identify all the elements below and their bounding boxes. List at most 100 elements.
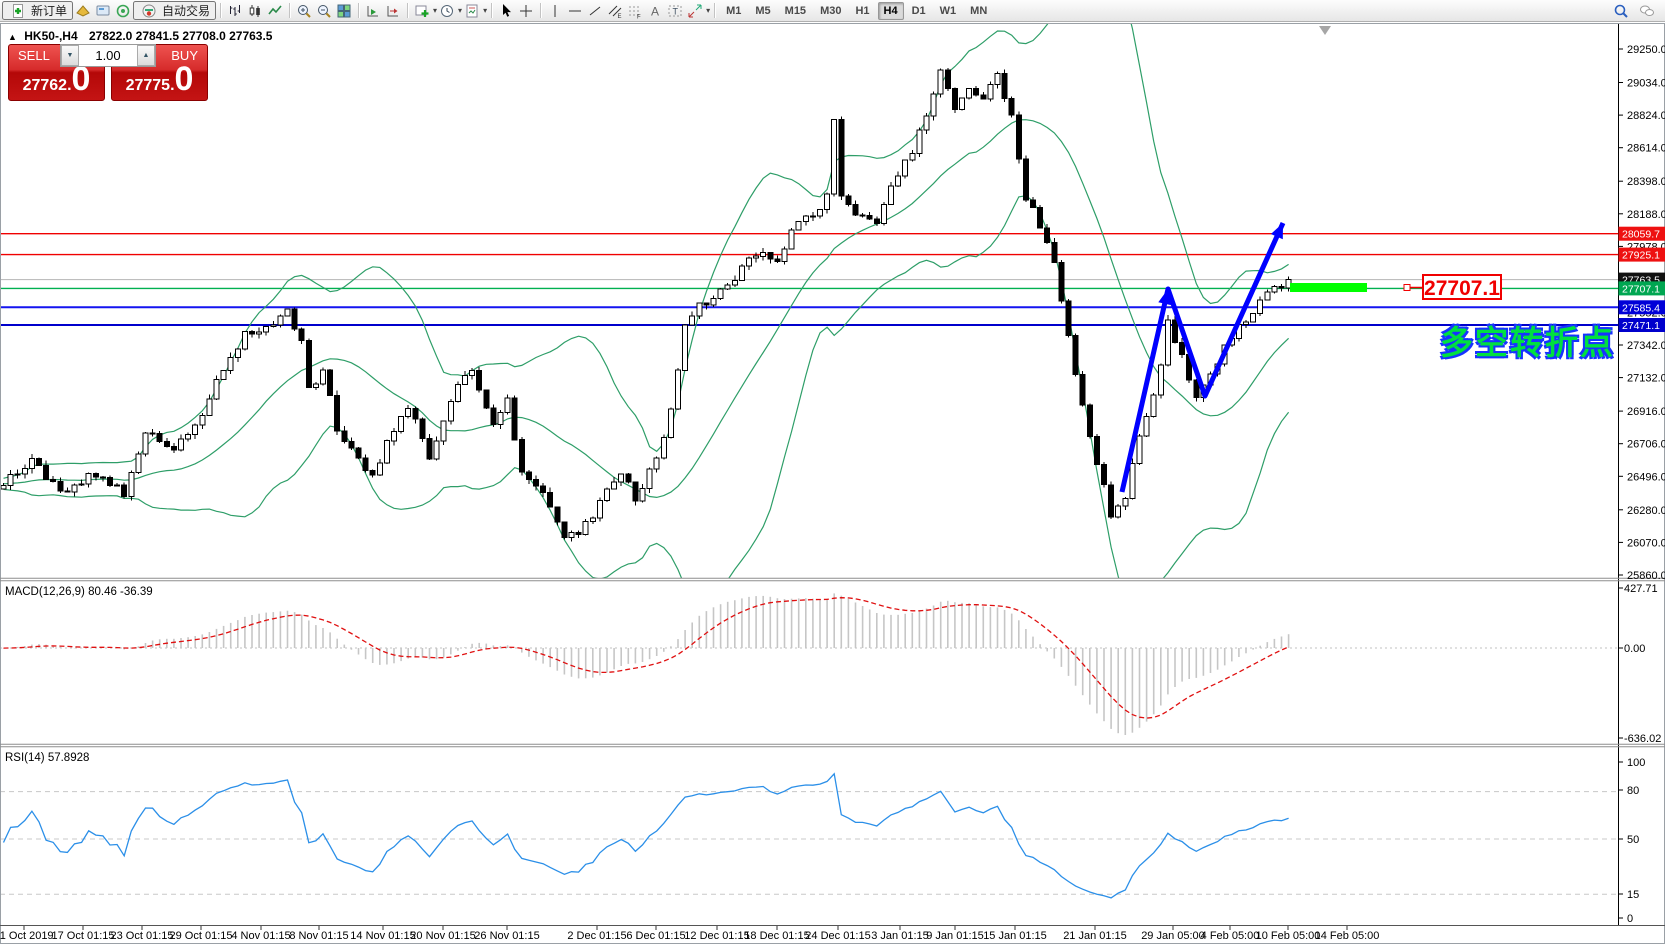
price-flag-label[interactable]: 27707.1 [1422, 274, 1502, 300]
svg-text:0.00: 0.00 [1624, 643, 1645, 655]
crosshair-icon[interactable] [516, 1, 536, 20]
hline-handle[interactable] [1403, 284, 1411, 291]
buy-button[interactable]: BUY 27775.0 [111, 44, 208, 101]
timeframe-h4[interactable]: H4 [877, 1, 904, 20]
svg-text:100: 100 [1627, 757, 1645, 769]
svg-text:26916.0: 26916.0 [1627, 406, 1665, 418]
svg-text:50: 50 [1627, 834, 1639, 846]
macd-pane [0, 593, 1618, 735]
new-order-button[interactable]: 新订单 [2, 1, 74, 20]
svg-text:28059.7: 28059.7 [1622, 229, 1660, 241]
horizontal-lines[interactable] [0, 232, 1618, 326]
periods-icon[interactable] [437, 1, 457, 20]
new-order-icon [8, 1, 28, 20]
svg-text:26070.0: 26070.0 [1627, 537, 1665, 549]
toolbar: 新订单 自动交易 ▾ ▾ ▾ E F A T ▾ M1 M5 M15 M30 H1 H4 D… [0, 0, 1665, 22]
volume-down-button[interactable]: ▼ [61, 45, 79, 66]
svg-text:4 Nov 01:15: 4 Nov 01:15 [231, 930, 290, 942]
timeframe-m15[interactable]: M15 [784, 4, 807, 17]
indicators-icon[interactable] [412, 1, 432, 20]
templates-icon[interactable] [462, 1, 482, 20]
text-icon[interactable]: A [645, 1, 665, 20]
svg-text:28398.0: 28398.0 [1627, 176, 1665, 188]
svg-text:18 Dec 01:15: 18 Dec 01:15 [744, 930, 809, 942]
text-label-icon[interactable]: T [665, 1, 685, 20]
vertical-line-icon[interactable] [545, 1, 565, 20]
cursor-icon[interactable] [496, 1, 516, 20]
svg-text:14 Feb 05:00: 14 Feb 05:00 [1315, 930, 1380, 942]
timeframe-h1[interactable]: H1 [855, 4, 870, 17]
svg-text:E: E [618, 14, 622, 19]
channel-icon[interactable]: E [605, 1, 625, 20]
fibonacci-icon[interactable]: F [625, 1, 645, 20]
line-chart-icon[interactable] [265, 1, 285, 20]
buy-price: 27775.0 [125, 60, 194, 98]
timeframe-d1[interactable]: D1 [911, 4, 926, 17]
svg-text:15: 15 [1627, 889, 1639, 901]
svg-text:27132.0: 27132.0 [1627, 373, 1665, 385]
svg-text:17 Oct 01:15: 17 Oct 01:15 [52, 930, 115, 942]
periods-dropdown-caret[interactable]: ▾ [458, 6, 463, 15]
horizontal-line-icon[interactable] [565, 1, 585, 20]
trend-arrow[interactable] [1119, 221, 1286, 493]
svg-text:2 Dec 01:15: 2 Dec 01:15 [567, 930, 626, 942]
volume-up-button[interactable]: ▲ [137, 45, 155, 66]
svg-text:10 Feb 05:00: 10 Feb 05:00 [1256, 930, 1321, 942]
svg-text:3 Jan 01:15: 3 Jan 01:15 [871, 930, 929, 942]
svg-text:23 Oct 01:15: 23 Oct 01:15 [111, 930, 174, 942]
sell-button[interactable]: SELL 27762.0 [8, 44, 105, 101]
search-icon[interactable] [1611, 1, 1631, 20]
market-watch-icon[interactable] [73, 1, 93, 20]
auto-scroll-icon[interactable] [363, 1, 383, 20]
svg-text:27925.1: 27925.1 [1622, 250, 1660, 262]
trendline-icon[interactable] [585, 1, 605, 20]
buy-label: BUY [171, 48, 198, 63]
volume-input[interactable] [79, 45, 137, 66]
data-window-icon[interactable] [93, 1, 113, 20]
timeframe-m30[interactable]: M30 [820, 4, 842, 17]
svg-text:F: F [637, 14, 641, 19]
svg-text:26280.0: 26280.0 [1627, 505, 1665, 517]
svg-text:27707.1: 27707.1 [1622, 283, 1660, 295]
svg-text:26706.0: 26706.0 [1627, 439, 1665, 451]
chart-header: ▲ HK50-,H4 27822.0 27841.5 27708.0 27763… [8, 29, 272, 43]
svg-text:14 Nov 01:15: 14 Nov 01:15 [350, 930, 415, 942]
autotrade-label: 自动交易 [162, 4, 211, 18]
svg-text:29034.0: 29034.0 [1627, 78, 1665, 90]
new-order-label: 新订单 [31, 4, 68, 18]
main-pane [0, 24, 1618, 578]
chart-shift-marker[interactable] [1319, 26, 1331, 35]
arrows-dropdown-caret[interactable]: ▾ [706, 6, 711, 15]
chinese-annotation[interactable]: 多空转折点 [1440, 324, 1615, 361]
highlight-bar[interactable] [1290, 283, 1367, 292]
svg-text:9 Jan 01:15: 9 Jan 01:15 [926, 930, 984, 942]
bar-chart-icon[interactable] [225, 1, 245, 20]
rsi-line [2, 772, 1289, 899]
templates-dropdown-caret[interactable]: ▾ [483, 6, 488, 15]
zoom-out-icon[interactable] [314, 1, 334, 20]
candlestick-icon[interactable] [245, 1, 265, 20]
timeframe-m1[interactable]: M1 [726, 4, 742, 17]
symbol-period-label: HK50-,H4 [24, 29, 78, 43]
autotrade-button[interactable]: 自动交易 [133, 1, 217, 20]
chat-icon[interactable] [1637, 1, 1657, 20]
svg-text:-636.02: -636.02 [1624, 733, 1661, 745]
zoom-in-icon[interactable] [294, 1, 314, 20]
svg-text:0: 0 [1627, 913, 1633, 925]
signals-icon[interactable] [113, 1, 133, 20]
indicators-dropdown-caret[interactable]: ▾ [433, 6, 438, 15]
timeframe-mn[interactable]: MN [970, 4, 988, 17]
timeframe-m5[interactable]: M5 [755, 4, 771, 17]
svg-text:29 Jan 05:00: 29 Jan 05:00 [1141, 930, 1205, 942]
timeframe-w1[interactable]: W1 [939, 4, 957, 17]
tile-windows-icon[interactable] [334, 1, 354, 20]
chart-shift-icon[interactable] [383, 1, 403, 20]
sell-label: SELL [18, 48, 50, 63]
arrows-icon[interactable] [685, 1, 705, 20]
collapse-icon[interactable]: ▲ [8, 32, 17, 42]
svg-text:T: T [673, 6, 679, 16]
one-click-trading-panel: SELL 27762.0 BUY 27775.0 ▼ ▲ [8, 44, 208, 101]
